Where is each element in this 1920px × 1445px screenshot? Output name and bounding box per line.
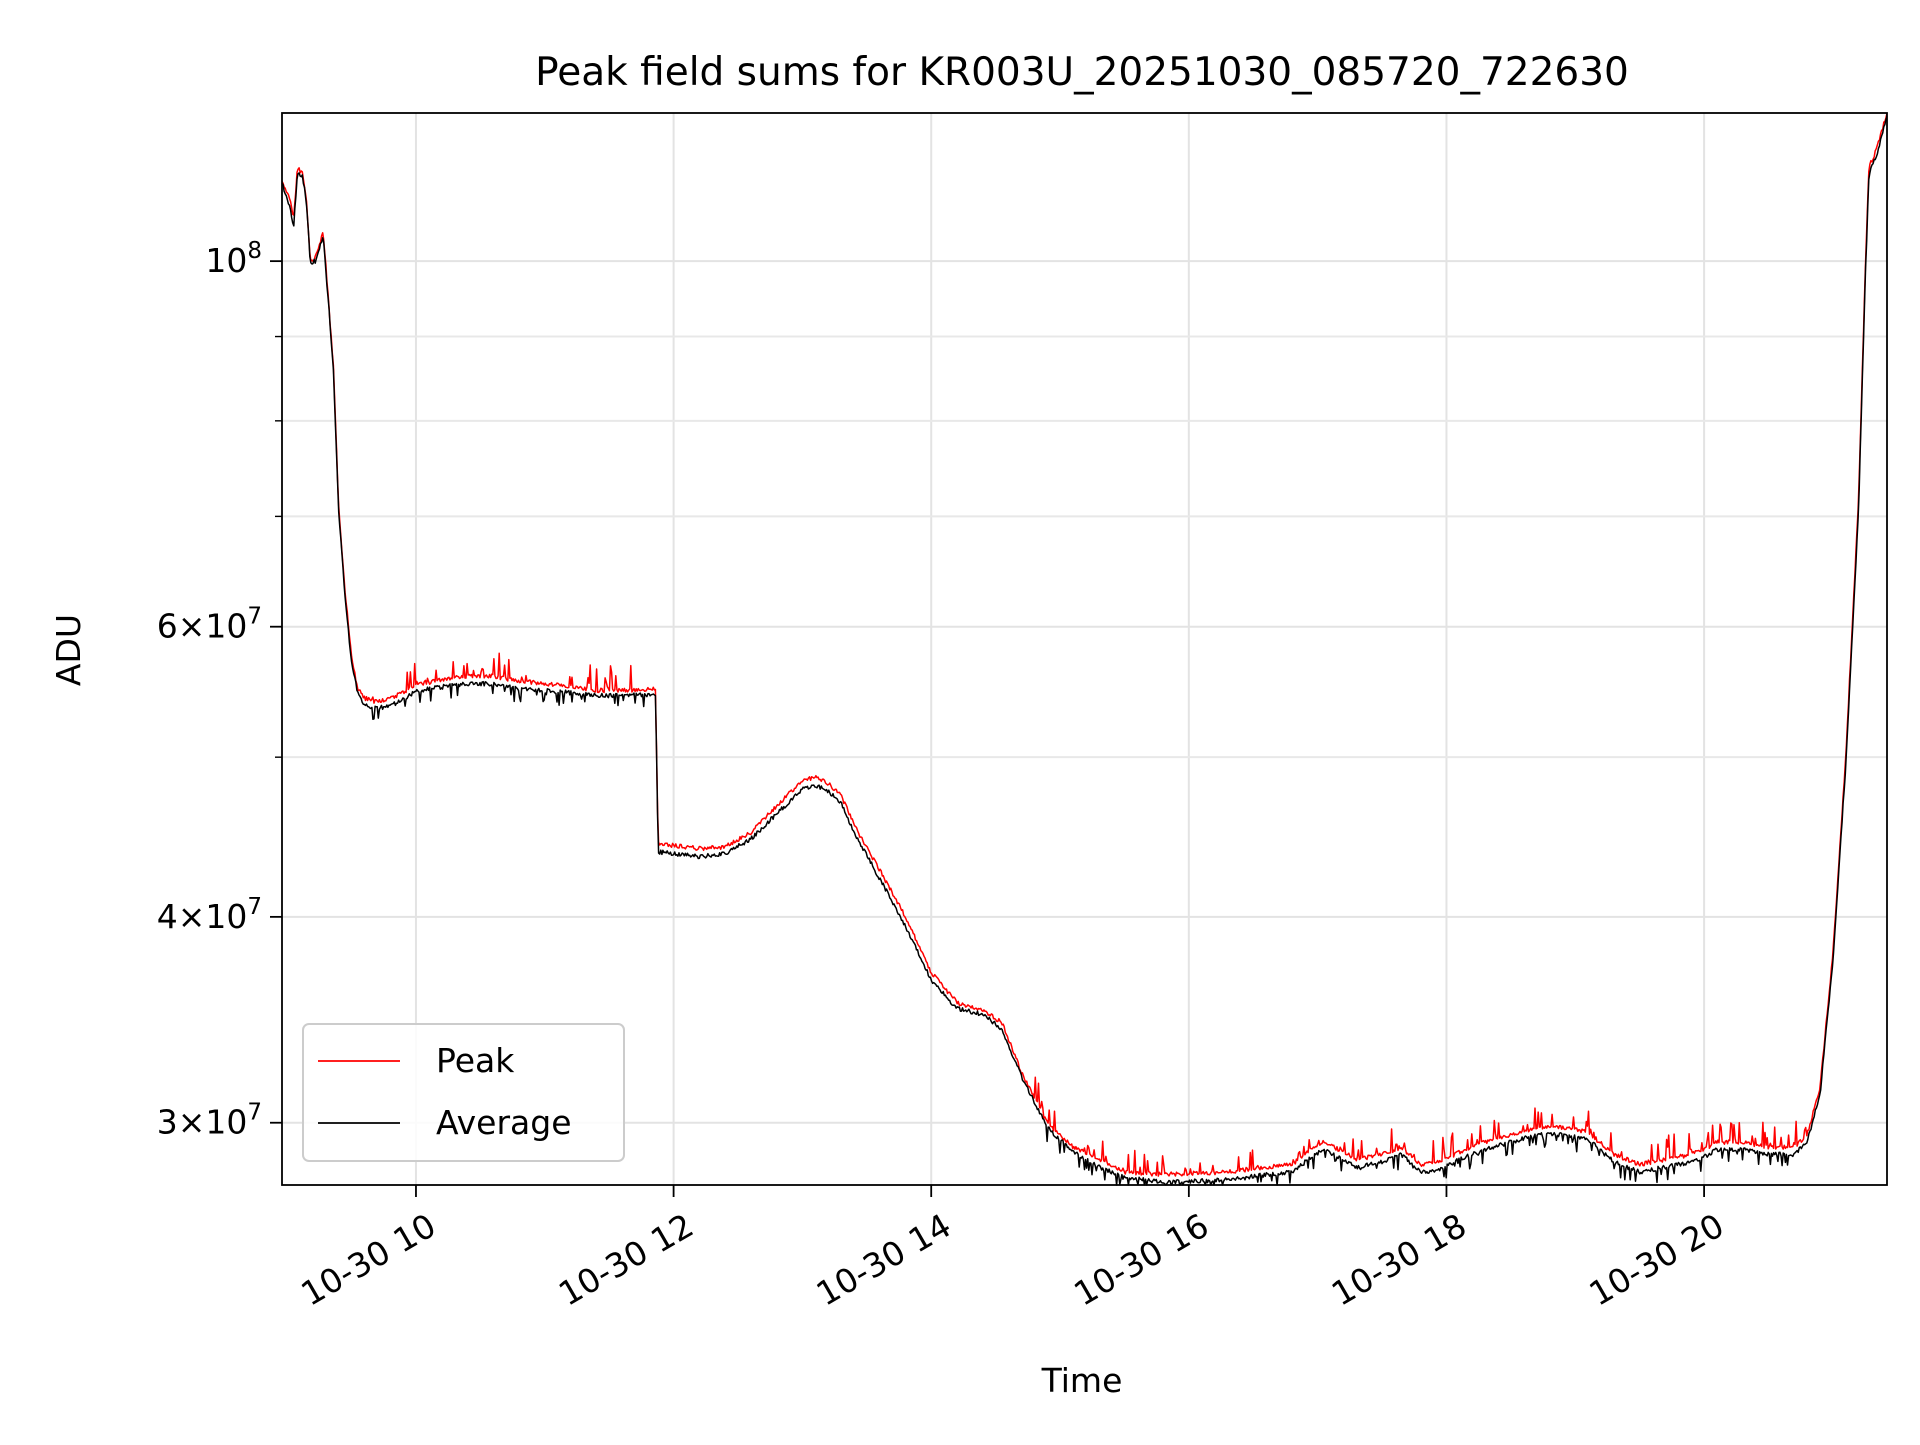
y-tick-exponent: 7 xyxy=(247,1100,262,1126)
series-line-peak xyxy=(281,112,1888,1177)
y-tick-exponent: 7 xyxy=(247,604,262,630)
y-tick-exponent: 8 xyxy=(247,238,262,264)
legend: Peak Average xyxy=(302,1023,625,1162)
y-tick-base: 10 xyxy=(205,241,247,280)
y-axis-label: ADU xyxy=(49,614,88,686)
y-tick-base: 10 xyxy=(205,607,247,646)
y-tick-times: × xyxy=(178,1103,206,1142)
y-tick-base: 10 xyxy=(205,897,247,936)
plot-frame xyxy=(281,112,1888,1186)
y-tick-mantissa: 3 xyxy=(157,1103,178,1142)
legend-frame xyxy=(302,1023,625,1162)
legend-label-peak: Peak xyxy=(436,1041,515,1080)
series-line-average xyxy=(281,115,1888,1186)
y-tick-mantissa: 4 xyxy=(157,897,178,936)
y-tick-label: 108 xyxy=(205,238,262,280)
legend-label-average: Average xyxy=(436,1103,572,1142)
y-tick-label: 3×107 xyxy=(157,1100,262,1142)
y-tick-times: × xyxy=(178,897,206,936)
chart-title: Peak field sums for KR003U_20251030_0857… xyxy=(535,50,1629,95)
grid-lines xyxy=(282,113,1887,1185)
y-tick-exponent: 7 xyxy=(247,894,262,920)
y-tick-times: × xyxy=(178,607,206,646)
y-tick-label: 6×107 xyxy=(157,604,262,646)
y-tick-mantissa: 6 xyxy=(157,607,178,646)
y-tick-label: 4×107 xyxy=(157,894,262,936)
y-tick-base: 10 xyxy=(205,1103,247,1142)
x-axis-label: Time xyxy=(1041,1361,1123,1400)
series-lines xyxy=(281,112,1888,1186)
